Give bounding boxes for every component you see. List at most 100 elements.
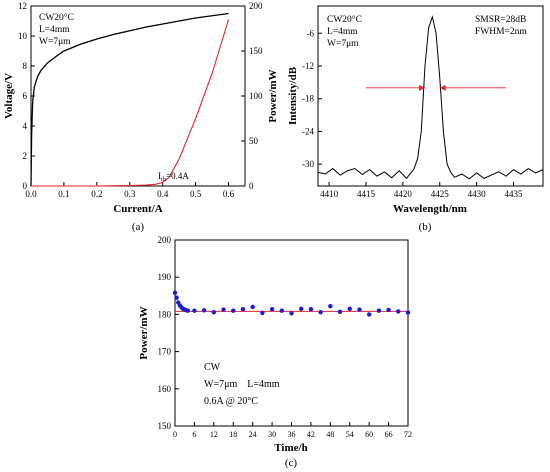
panel-b-x-tick-label: 4430 bbox=[468, 189, 487, 199]
panel-c-x-tick-label: 6 bbox=[192, 430, 196, 439]
panel-b-x-tick-label: 4420 bbox=[394, 189, 413, 199]
fwhm-arrowhead-right bbox=[439, 84, 446, 91]
panel-c-x-tick-label: 0 bbox=[173, 430, 177, 439]
panel-b-series bbox=[317, 15, 544, 180]
panel-a-ticks: 0.0 0.1 0.2 0.3 0.4 0.5 0.6 0 2 4 6 8 10 12 0 50 100 150 2… bbox=[18, 1, 263, 199]
panel-b-ticks: 4410 4415 4420 4425 4430 4435 -6 -12 -18 -24 -30 bbox=[302, 28, 523, 199]
data-point bbox=[396, 309, 401, 314]
panel-c-x-tick-label: 24 bbox=[249, 430, 257, 439]
panel-c-annotation-2: W=7μm L=4mm bbox=[204, 379, 280, 390]
panel-b-annotation-1: CW20°C bbox=[327, 14, 362, 25]
panel-c-power-stability: 0 6 12 18 24 30 36 42 48 54 60 66 72 150 160 170 180 190 2… bbox=[138, 235, 412, 469]
panel-c-x-tick-label: 66 bbox=[385, 430, 393, 439]
panel-b-y-tick-label: -30 bbox=[302, 159, 314, 169]
panel-c-x-tick-label: 42 bbox=[307, 430, 315, 439]
panel-a-x-tick-label: 0.1 bbox=[58, 189, 69, 199]
panel-a-x-tick-label: 0.3 bbox=[124, 189, 136, 199]
panel-a-y-tick-label-left: 6 bbox=[23, 91, 28, 101]
panel-a-y-tick-label-right: 200 bbox=[249, 1, 263, 11]
panel-c-x-tick-label: 72 bbox=[404, 430, 412, 439]
panel-c-y-tick-label: 180 bbox=[158, 309, 172, 319]
panel-a-y-tick-label-right: 100 bbox=[249, 91, 263, 101]
panel-b-xlabel: Wavelength/nm bbox=[393, 203, 467, 215]
voltage-curve bbox=[30, 12, 229, 187]
panel-c-y-tick-label: 200 bbox=[158, 235, 172, 245]
data-point bbox=[405, 310, 411, 315]
panel-c-y-tick-label: 170 bbox=[158, 347, 172, 357]
panel-a-xlabel: Current/A bbox=[113, 203, 162, 215]
panel-c-x-tick-label: 36 bbox=[288, 430, 296, 439]
panel-a-x-tick-label: 0.4 bbox=[157, 189, 169, 199]
panel-b-x-tick-label: 4435 bbox=[504, 189, 523, 199]
data-point bbox=[289, 311, 294, 316]
panel-a-y-tick-label-right: 150 bbox=[249, 46, 263, 56]
data-point bbox=[357, 307, 362, 312]
data-point bbox=[240, 306, 246, 312]
panel-c-x-tick-label: 54 bbox=[346, 430, 354, 439]
data-point bbox=[185, 308, 191, 313]
panel-c-y-tick-label: 190 bbox=[158, 272, 172, 282]
data-point bbox=[250, 304, 255, 310]
panel-a-y-tick-label-left: 12 bbox=[18, 1, 27, 11]
panel-c-y-tick-label: 160 bbox=[158, 384, 172, 394]
panel-a-x-tick-label: 0.6 bbox=[223, 189, 235, 199]
panel-a-ylabel-left: Voltage/V bbox=[3, 73, 15, 119]
panel-b-caption: (b) bbox=[419, 221, 432, 233]
data-point bbox=[386, 307, 391, 313]
panel-b-y-tick-label: -12 bbox=[302, 61, 314, 71]
data-point bbox=[347, 306, 352, 312]
panel-b-y-tick-label: -6 bbox=[307, 28, 315, 38]
spectrum-curve bbox=[317, 15, 544, 180]
panel-c-x-tick-label: 60 bbox=[365, 430, 373, 439]
panel-a-ylabel-right: Power/mW bbox=[267, 69, 279, 122]
panel-b-frame bbox=[317, 5, 544, 187]
panel-a-caption: (a) bbox=[132, 221, 145, 233]
data-point bbox=[269, 306, 275, 312]
panel-a-y-tick-label-left: 2 bbox=[23, 151, 28, 161]
data-point bbox=[328, 304, 333, 309]
panel-a-y-tick-label-right: 50 bbox=[249, 136, 259, 146]
panel-c-annotation-3: 0.6A @ 20°C bbox=[204, 396, 258, 407]
data-point bbox=[192, 308, 197, 313]
panel-a-x-tick-label: 0.5 bbox=[190, 189, 202, 199]
data-point bbox=[366, 312, 372, 317]
panel-a-annotation-2: L=4mm bbox=[39, 25, 70, 35]
panel-b-y-tick-label: -18 bbox=[302, 94, 314, 104]
panel-b-y-tick-label: -24 bbox=[302, 126, 314, 136]
panel-c-ticks: 0 6 12 18 24 30 36 42 48 54 60 66 72 150 160 170 180 190 2… bbox=[158, 235, 413, 439]
panel-a-y-tick-label-right: 0 bbox=[249, 181, 254, 191]
panel-c-xlabel: Time/h bbox=[274, 442, 307, 454]
data-point bbox=[172, 290, 178, 296]
data-point bbox=[221, 307, 226, 312]
panel-b-annotation-3: W=7μm bbox=[327, 39, 359, 49]
data-point bbox=[376, 308, 382, 313]
data-point bbox=[201, 308, 207, 313]
panel-b-spectrum: 4410 4415 4420 4425 4430 4435 -6 -12 -18 -24 -30 C… bbox=[287, 5, 544, 233]
data-point bbox=[279, 308, 284, 313]
data-point bbox=[299, 306, 304, 312]
power-curve bbox=[31, 19, 230, 187]
panel-a-threshold-label: Ith=0.4A bbox=[158, 171, 189, 183]
panel-c-x-tick-label: 12 bbox=[210, 430, 218, 439]
panel-b-annotation-2: L=4mm bbox=[327, 27, 358, 37]
panel-c-annotation-1: CW bbox=[204, 362, 221, 373]
panel-a-annotation-1: CW20°C bbox=[39, 12, 74, 23]
panel-a-annotation-3: W=7μm bbox=[39, 37, 71, 47]
data-point bbox=[337, 309, 343, 314]
panel-c-ylabel: Power/mW bbox=[138, 306, 150, 359]
panel-a-x-tick-label: 0.0 bbox=[25, 189, 37, 199]
panel-a-series bbox=[30, 12, 230, 187]
fwhm-arrowhead-left bbox=[418, 84, 425, 91]
panel-c-x-tick-label: 30 bbox=[268, 430, 276, 439]
data-point bbox=[231, 308, 236, 313]
panel-a-y-tick-label-left: 0 bbox=[23, 181, 28, 191]
panel-b-annotation-fwhm: FWHM=2nm bbox=[475, 27, 527, 37]
data-point bbox=[318, 309, 323, 315]
panel-a-current-voltage-power: 0.0 0.1 0.2 0.3 0.4 0.5 0.6 0 2 4 6 8 10 12 0 50 100 150 2… bbox=[3, 1, 279, 233]
panel-b-x-tick-label: 4410 bbox=[320, 189, 339, 199]
panel-b-ylabel: Intensity/dB bbox=[287, 66, 299, 125]
panel-a-x-tick-label: 0.2 bbox=[91, 189, 102, 199]
panel-a-y-tick-label-left: 10 bbox=[18, 31, 28, 41]
panel-c-caption: (c) bbox=[285, 457, 298, 469]
